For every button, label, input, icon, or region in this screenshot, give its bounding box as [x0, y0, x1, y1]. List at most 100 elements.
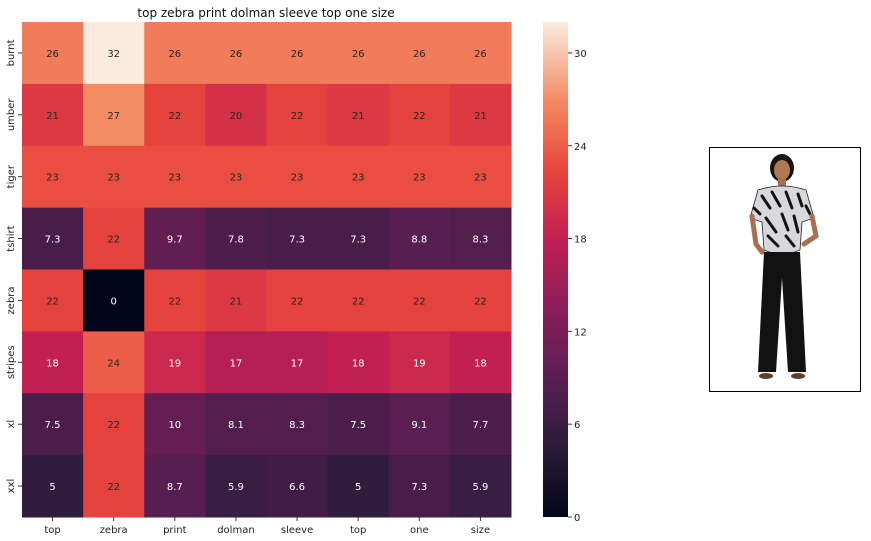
heatmap-cell: [449, 393, 512, 456]
cell-value-label: 18: [352, 358, 365, 369]
cell-value-label: 8.7: [167, 482, 183, 493]
colorbar-tick-label: 0: [574, 513, 580, 524]
colorbar-tick-label: 30: [574, 49, 587, 60]
cell-value-label: 5.9: [472, 482, 488, 493]
cell-value-label: 21: [230, 296, 243, 307]
cell-value-label: 26: [291, 49, 304, 60]
heatmap-cell: [388, 455, 451, 518]
colorbar-tick-label: 18: [574, 235, 587, 246]
heatmap-cell: [144, 145, 206, 209]
cell-value-label: 18: [474, 358, 487, 369]
heatmap-cell: [205, 145, 267, 209]
heatmap-cell: [388, 83, 451, 147]
cell-value-label: 7.3: [411, 482, 427, 493]
heatmap-cell: [449, 207, 512, 270]
heatmap-cell: [22, 145, 84, 209]
cell-value-label: 7.3: [289, 235, 305, 246]
heatmap-cell: [388, 22, 451, 85]
y-tick-label: burnt: [6, 39, 17, 66]
cell-value-label: 22: [474, 296, 487, 307]
cell-value-label: 22: [291, 296, 304, 307]
heatmap-cells: [22, 22, 512, 518]
heatmap-cell: [83, 207, 145, 270]
heatmap-cell: [22, 22, 84, 85]
cell-value-label: 5: [355, 482, 361, 493]
heatmap-cell: [205, 269, 267, 332]
cell-value-label: 26: [168, 49, 181, 60]
cell-value-label: 23: [291, 173, 304, 184]
heatmap-cell: [266, 22, 329, 85]
cell-value-label: 8.8: [411, 235, 427, 246]
x-tick-label: size: [471, 525, 490, 536]
cell-value-label: 20: [230, 111, 243, 122]
cell-value-label: 8.3: [472, 235, 488, 246]
heatmap-cell: [205, 331, 267, 394]
heatmap-cell: [388, 145, 451, 209]
cell-value-label: 6.6: [289, 482, 305, 493]
cell-value-label: 26: [46, 49, 59, 60]
cell-value-label: 23: [168, 173, 181, 184]
cell-value-label: 18: [46, 358, 59, 369]
cell-value-label: 7.3: [350, 235, 366, 246]
heatmap-cell: [327, 83, 390, 147]
cell-value-label: 5: [49, 482, 55, 493]
heatmap-cell: [449, 455, 512, 518]
x-tick-label: top: [44, 525, 60, 536]
heatmap-cell: [449, 145, 512, 209]
heatmap-cell: [327, 269, 390, 332]
cell-value-label: 22: [107, 420, 120, 431]
cell-value-label: 23: [474, 173, 487, 184]
heatmap-cell: [144, 269, 206, 332]
heatmap-cell: [266, 455, 329, 518]
heatmap-cell: [22, 83, 84, 147]
heatmap-cell: [266, 269, 329, 332]
cell-value-label: 21: [46, 111, 59, 122]
cell-value-label: 22: [107, 235, 120, 246]
heatmap-cell: [83, 22, 145, 85]
heatmap-cell: [144, 393, 206, 456]
heatmap-cell: [83, 145, 145, 209]
heatmap-cell: [327, 145, 390, 209]
x-tick-label: print: [163, 525, 187, 536]
heatmap-cell: [83, 455, 145, 518]
heatmap-cell: [327, 393, 390, 456]
heatmap-cell: [327, 207, 390, 270]
y-tick-label: xl: [6, 420, 17, 429]
y-tick-label: umber: [6, 98, 17, 132]
x-tick-label: dolman: [217, 525, 254, 536]
cell-value-label: 27: [107, 111, 120, 122]
cell-value-label: 23: [352, 173, 365, 184]
cell-value-label: 26: [413, 49, 426, 60]
cell-value-label: 7.3: [45, 235, 61, 246]
cell-value-label: 7.8: [228, 235, 244, 246]
heatmap-cell: [22, 269, 84, 332]
heatmap-cell: [205, 207, 267, 270]
heatmap-cell: [449, 269, 512, 332]
cell-value-label: 21: [474, 111, 487, 122]
cell-value-label: 7.5: [350, 420, 366, 431]
heatmap-cell: [83, 331, 145, 394]
heatmap-cell: [449, 331, 512, 394]
cell-value-label: 24: [107, 358, 120, 369]
heatmap-cell: [388, 207, 451, 270]
heatmap-cell: [388, 269, 451, 332]
x-tick-label: sleeve: [281, 525, 313, 536]
cell-value-label: 26: [352, 49, 365, 60]
heatmap-cell: [83, 393, 145, 456]
cell-value-label: 7.5: [45, 420, 61, 431]
colorbar-tick-label: 12: [574, 327, 587, 338]
heatmap-cell: [144, 455, 206, 518]
cell-value-label: 17: [230, 358, 243, 369]
cell-value-label: 19: [168, 358, 181, 369]
heatmap-cell: [449, 22, 512, 85]
cell-value-label: 32: [107, 49, 120, 60]
cell-value-label: 22: [168, 296, 181, 307]
colorbar-tick-labels: 0 6 12 18 24 30: [568, 49, 587, 524]
cell-value-label: 19: [413, 358, 426, 369]
y-tick-label: zebra: [6, 286, 17, 314]
heatmap-cell: [205, 83, 267, 147]
heatmap-cell: [205, 22, 267, 85]
y-axis-tick-labels: burnt umber tiger tshirt zebra stripes xl xxl: [6, 39, 22, 493]
cell-value-label: 9.1: [411, 420, 427, 431]
